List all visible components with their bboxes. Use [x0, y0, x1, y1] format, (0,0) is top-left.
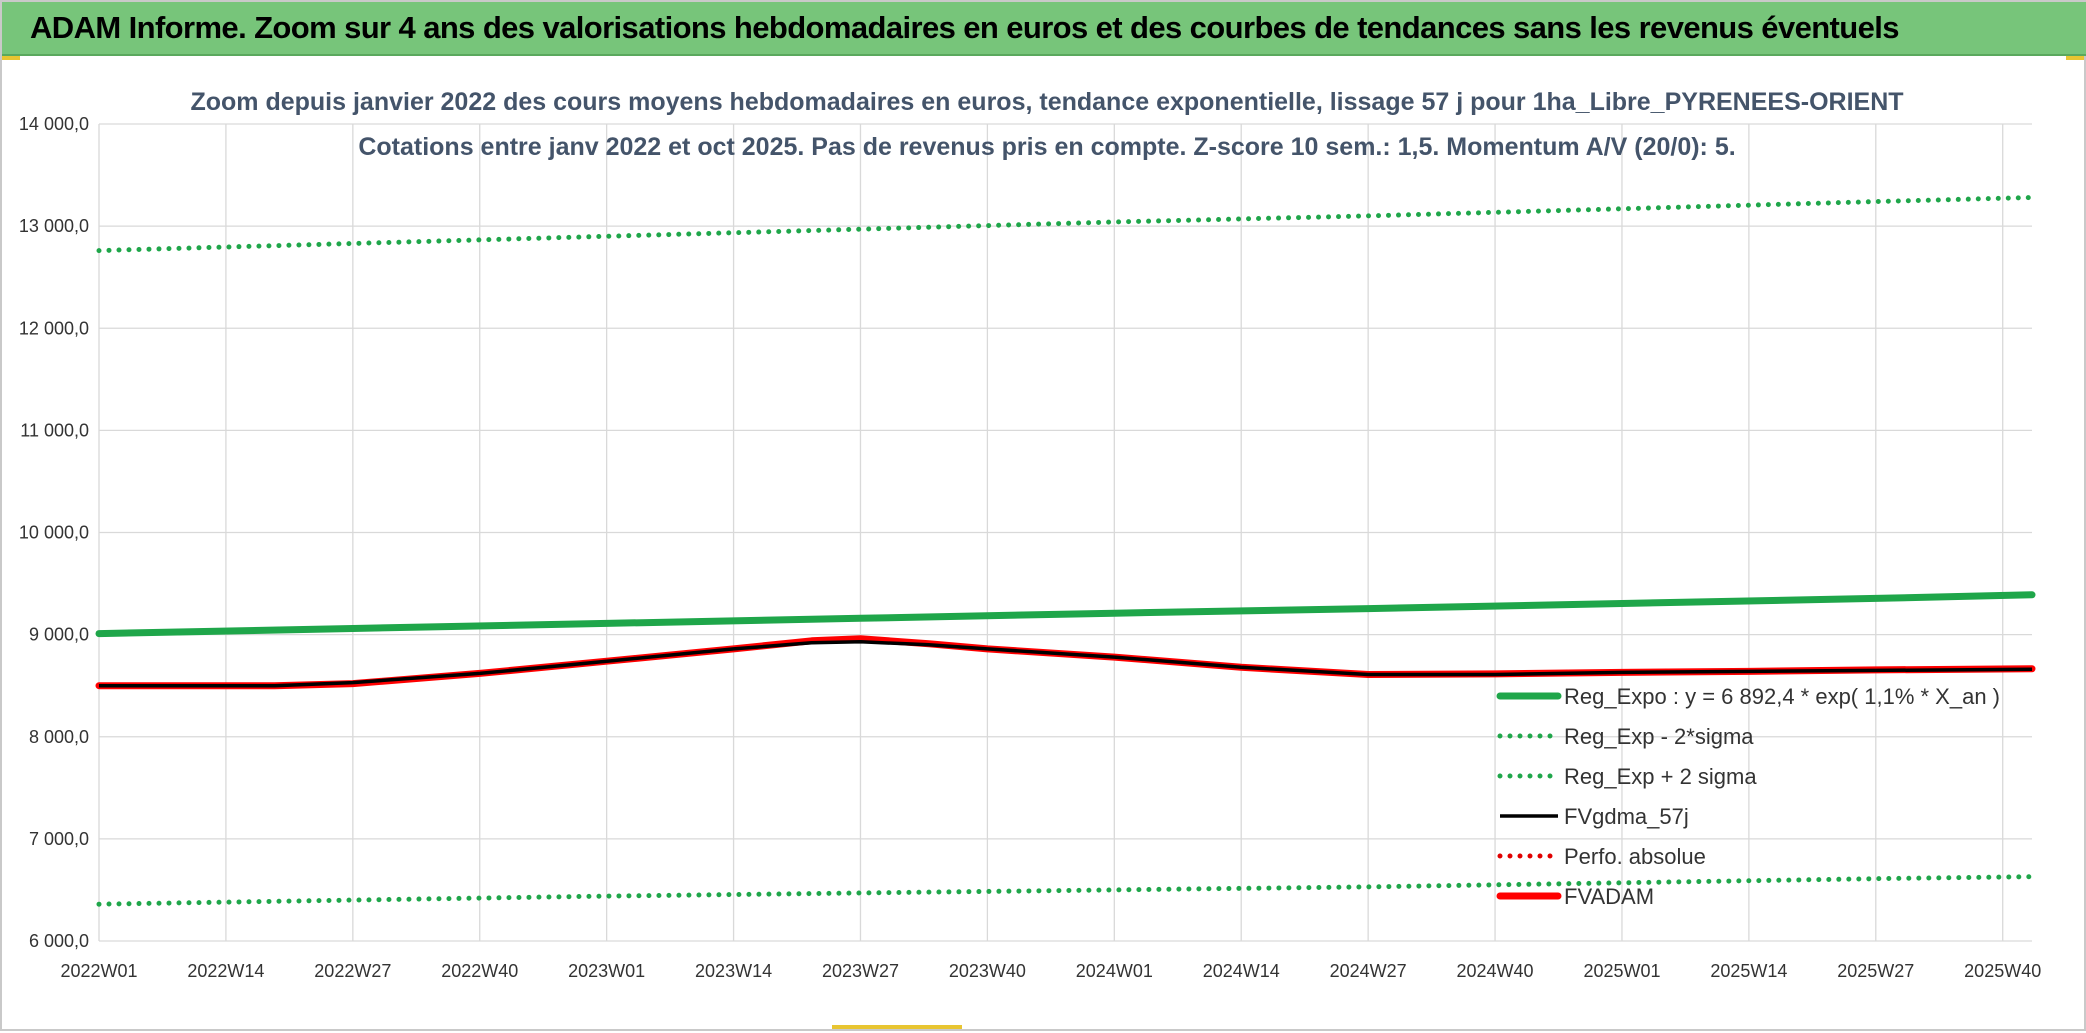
- legend-label: FVgdma_57j: [1564, 804, 1689, 829]
- y-tick-label: 7 000,0: [29, 829, 89, 849]
- x-tick-label: 2023W27: [822, 961, 899, 981]
- legend-label: FVADAM: [1564, 884, 1654, 909]
- y-tick-label: 11 000,0: [20, 420, 89, 440]
- x-tick-label: 2024W27: [1330, 961, 1407, 981]
- chart-title-line-1: Zoom depuis janvier 2022 des cours moyen…: [190, 88, 1903, 116]
- y-tick-label: 8 000,0: [29, 727, 89, 747]
- x-tick-label: 2022W14: [187, 961, 264, 981]
- y-tick-label: 10 000,0: [19, 523, 89, 543]
- series-line-1: [96, 874, 2035, 907]
- x-tick-label: 2023W01: [568, 961, 645, 981]
- legend-label: Reg_Exp - 2*sigma: [1564, 724, 1754, 749]
- series-line-3: [99, 640, 2033, 688]
- banner-title: ADAM Informe. Zoom sur 4 ans des valoris…: [30, 10, 1900, 45]
- series: [95, 195, 2036, 907]
- x-tick-label: 2023W40: [949, 961, 1026, 981]
- chart-title: Zoom depuis janvier 2022 des cours moyen…: [190, 88, 1903, 161]
- x-tick-label: 2022W01: [60, 961, 137, 981]
- bottom-accent: [832, 1025, 962, 1029]
- x-tick-label: 2023W14: [695, 961, 772, 981]
- x-axis-ticks: 2022W01 2022W14 2022W27 2022W40 2023W01 2023W…: [60, 961, 2041, 981]
- x-tick-label: 2024W40: [1457, 961, 1534, 981]
- banner-accent-left: [2, 56, 20, 60]
- y-axis-ticks: 6 000,0 7 000,0 8 000,0 9 000,0 10 000,0 11 0…: [19, 114, 89, 951]
- series-line-2: [96, 195, 2035, 254]
- x-tick-label: 2025W14: [1710, 961, 1787, 981]
- y-tick-label: 9 000,0: [29, 625, 89, 645]
- banner-accent-right: [2066, 56, 2084, 60]
- y-tick-label: 13 000,0: [19, 216, 89, 236]
- y-tick-label: 12 000,0: [19, 318, 89, 338]
- chart-title-line-2: Cotations entre janv 2022 et oct 2025. P…: [358, 133, 1735, 161]
- legend-label: Reg_Exp + 2 sigma: [1564, 764, 1757, 789]
- x-tick-label: 2022W27: [314, 961, 391, 981]
- legend-label: Perfo. absolue: [1564, 844, 1706, 869]
- legend-label: Reg_Expo : y = 6 892,4 * exp( 1,1% * X_a…: [1564, 684, 2000, 709]
- x-tick-label: 2025W40: [1964, 961, 2041, 981]
- x-tick-label: 2024W14: [1203, 961, 1280, 981]
- x-tick-label: 2022W40: [441, 961, 518, 981]
- legend: Reg_Expo : y = 6 892,4 * exp( 1,1% * X_a…: [1496, 684, 2000, 909]
- x-tick-label: 2024W01: [1076, 961, 1153, 981]
- series-line-0: [95, 591, 2036, 638]
- x-tick-label: 2025W27: [1837, 961, 1914, 981]
- report-banner: ADAM Informe. Zoom sur 4 ans des valoris…: [2, 2, 2086, 56]
- y-tick-label: 14 000,0: [19, 114, 89, 134]
- grid: [98, 123, 2032, 942]
- x-tick-label: 2025W01: [1583, 961, 1660, 981]
- y-tick-label: 6 000,0: [29, 931, 89, 951]
